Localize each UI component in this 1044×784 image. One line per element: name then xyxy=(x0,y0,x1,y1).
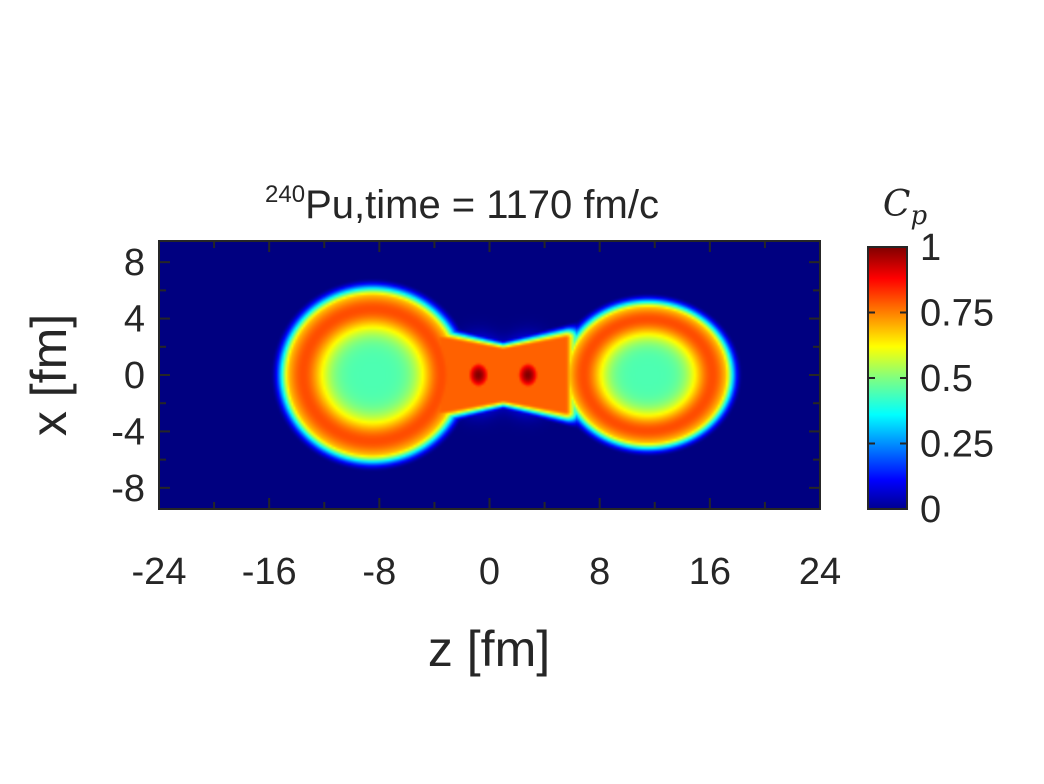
y-tick-label: -8 xyxy=(111,468,145,510)
colorbar-tick-label: 0.25 xyxy=(920,424,994,466)
x-tick-label: -8 xyxy=(362,551,396,593)
x-tick-label: 24 xyxy=(799,551,841,593)
y-tick-labels: 8 4 0 -4 -8 xyxy=(111,242,145,510)
colorbar-title-sub: p xyxy=(910,201,927,231)
chart-title: 240Pu,time = 1170 fm/c xyxy=(265,181,659,227)
x-tick-label: -24 xyxy=(132,551,187,593)
x-tick-label: 8 xyxy=(589,551,610,593)
x-tick-marks xyxy=(158,241,821,509)
colorbar-title: Cp xyxy=(883,184,928,231)
colorbar-tick-label: 0 xyxy=(920,489,941,531)
x-tick-label: -16 xyxy=(242,551,297,593)
y-tick-label: 0 xyxy=(124,355,145,397)
y-axis-label: x [fm] xyxy=(21,314,77,436)
colorbar: 0 0.25 0.5 0.75 1 Cp xyxy=(867,184,994,531)
colorbar-title-main: C xyxy=(883,184,911,225)
x-tick-label: 16 xyxy=(689,551,731,593)
y-tick-label: 8 xyxy=(124,242,145,284)
heatmap xyxy=(159,241,820,509)
colorbar-tick-label: 1 xyxy=(920,227,941,269)
x-tick-labels: -24 -16 -8 0 8 16 24 xyxy=(132,551,842,593)
y-tick-marks xyxy=(159,261,820,489)
colorbar-tick-label: 0.75 xyxy=(920,293,994,335)
colorbar-tick-marks xyxy=(868,246,907,510)
x-tick-label: 0 xyxy=(479,551,500,593)
y-tick-label: -4 xyxy=(111,411,145,453)
heatmap-image xyxy=(159,241,820,509)
x-axis-label: z [fm] xyxy=(428,621,550,677)
title-superscript: 240 xyxy=(265,181,305,208)
plot-frame xyxy=(158,240,821,510)
colorbar-tick-label: 0.5 xyxy=(920,358,973,400)
title-main: Pu,time = 1170 fm/c xyxy=(305,183,659,227)
colorbar-tick-labels: 0 0.25 0.5 0.75 1 xyxy=(920,227,994,531)
y-tick-label: 4 xyxy=(124,299,145,341)
